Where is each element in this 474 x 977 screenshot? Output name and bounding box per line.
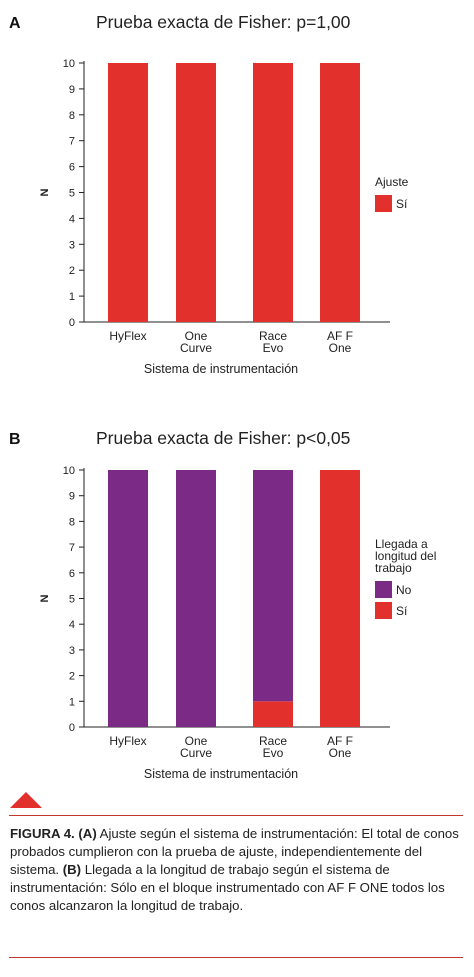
chart-a-bar-s-3 [320, 63, 360, 322]
chart-a-xtick-label: One [329, 341, 352, 355]
chart-b-ytick-label: 2 [69, 671, 75, 683]
caption-bottom-rule [9, 957, 463, 958]
chart-a-xtick-label: Curve [180, 341, 212, 355]
chart-b-xtick-label: Curve [180, 746, 212, 760]
chart-b-xtick-label: One [329, 746, 352, 760]
chart-b-bar-no-1 [176, 470, 216, 727]
chart-b-ytick-label: 7 [69, 542, 75, 554]
chart-a-ytick-label: 8 [69, 110, 75, 122]
chart-b-legend-title: longitud del [375, 549, 436, 563]
chart-a-xlabel: Sistema de instrumentación [144, 362, 298, 376]
chart-b-svg: B Prueba exacta de Fisher: p<0,05 N 0 1 2 3 4 5 6… [9, 428, 436, 781]
chart-a-ytick-label: 2 [69, 265, 75, 277]
chart-a-ytick-label: 7 [69, 136, 75, 148]
chart-a-title: Prueba exacta de Fisher: p=1,00 [96, 12, 351, 32]
chart-b-bar-s-3 [320, 470, 360, 727]
chart-a-ytick-label: 9 [69, 84, 75, 96]
chart-b-ytick-label: 5 [69, 594, 75, 606]
chart-b-xtick-label: AF F [327, 734, 353, 748]
chart-b-xtick-label: HyFlex [109, 734, 146, 748]
caption-top-rule [9, 815, 463, 816]
chart-b-legend-swatch [375, 602, 392, 619]
chart-a-panel-letter: A [9, 15, 21, 32]
chart-b-ytick-label: 8 [69, 516, 75, 528]
chart-b-ytick-label: 10 [63, 465, 75, 477]
chart-panel-b: B Prueba exacta de Fisher: p<0,05 N 0 1 2 3 4 5 6… [0, 405, 474, 800]
chart-b-ytick-label: 1 [69, 696, 75, 708]
chart-b-ylabel: N [39, 594, 51, 602]
chart-b-xtick-label: One [185, 734, 208, 748]
chart-a-xtick-label: AF F [327, 329, 353, 343]
chart-a-bar-s-0 [108, 63, 148, 322]
chart-a-svg: A Prueba exacta de Fisher: p=1,00 N 0 1 2 3 4 5 6… [9, 12, 409, 376]
chart-b-ytick-label: 9 [69, 491, 75, 503]
chart-a-ytick-label: 3 [69, 239, 75, 251]
chart-a-legend-title: Ajuste [375, 175, 409, 189]
chart-a-ytick-label: 0 [69, 317, 75, 329]
chart-b-bar-no-2 [253, 470, 293, 702]
triangle-marker-icon [10, 792, 42, 808]
chart-a-ylabel: N [39, 188, 51, 196]
chart-b-ytick-label: 0 [69, 722, 75, 734]
chart-b-title: Prueba exacta de Fisher: p<0,05 [96, 428, 350, 448]
chart-b-xtick-label: Evo [263, 746, 284, 760]
chart-b-legend-title: Llegada a [375, 537, 428, 551]
chart-a-xtick-label: Race [259, 329, 287, 343]
caption-a-text: Ajuste según el sistema de instrumentaci… [10, 826, 459, 877]
chart-a-xtick-label: Evo [263, 341, 284, 355]
chart-b-ytick-label: 6 [69, 568, 75, 580]
caption-b-marker: (B) [62, 862, 82, 877]
chart-b-legend-title: trabajo [375, 561, 412, 575]
chart-a-ytick-label: 1 [69, 291, 75, 303]
chart-b-legend-label: Sí [396, 604, 408, 618]
chart-b-xlabel: Sistema de instrumentación [144, 767, 298, 781]
chart-b-bar-no-0 [108, 470, 148, 727]
chart-a-xtick-label: HyFlex [109, 329, 146, 343]
chart-a-legend-label: Sí [396, 197, 408, 211]
chart-b-legend-swatch [375, 581, 392, 598]
chart-a-ytick-label: 5 [69, 188, 75, 200]
chart-b-ytick-label: 4 [69, 619, 75, 631]
chart-a-bar-s-2 [253, 63, 293, 322]
chart-a-bar-s-1 [176, 63, 216, 322]
caption-b-text: Llegada a la longitud de trabajo según e… [10, 862, 445, 913]
chart-a-ytick-label: 6 [69, 162, 75, 174]
chart-a-ytick-label: 10 [63, 58, 75, 70]
chart-b-bar-s-2 [253, 701, 293, 727]
chart-b-xtick-label: Race [259, 734, 287, 748]
figure-caption: FIGURA 4. (A) Ajuste según el sistema de… [10, 825, 465, 915]
caption-a-marker: (A) [78, 826, 97, 841]
chart-panel-a: A Prueba exacta de Fisher: p=1,00 N 0 1 2 3 4 5 6… [0, 0, 474, 400]
chart-a-ytick-label: 4 [69, 213, 75, 225]
caption-label: FIGURA 4. [10, 826, 75, 841]
chart-a-xtick-label: One [185, 329, 208, 343]
chart-b-ytick-label: 3 [69, 645, 75, 657]
chart-a-legend-swatch [375, 195, 392, 212]
chart-b-panel-letter: B [9, 431, 21, 448]
chart-b-legend-label: No [396, 583, 412, 597]
